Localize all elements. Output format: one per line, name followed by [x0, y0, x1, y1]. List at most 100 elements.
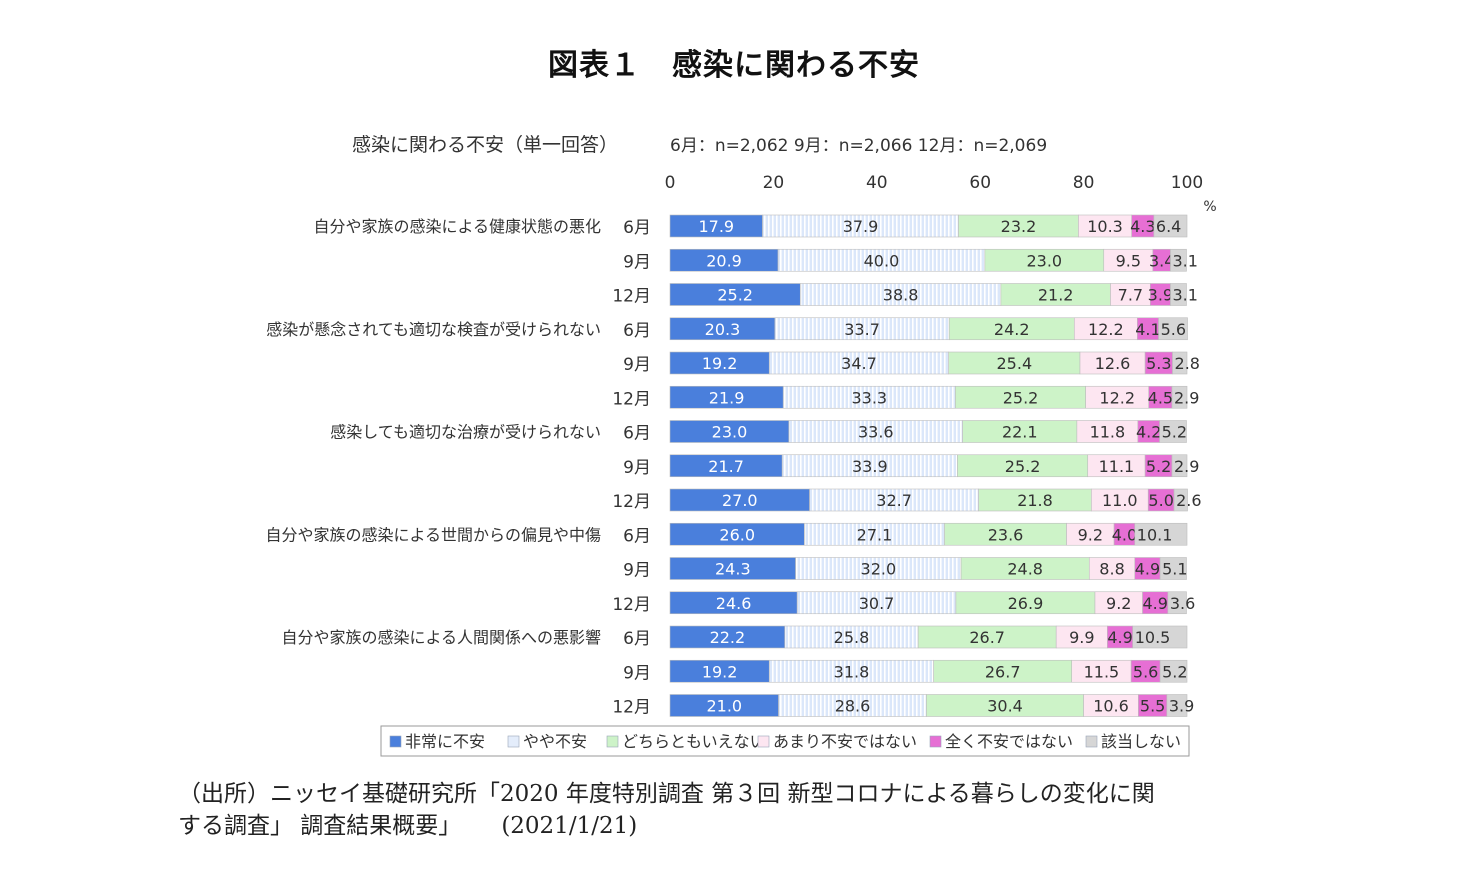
data-label: 8.8 — [1099, 560, 1124, 579]
data-label: 21.8 — [1017, 491, 1053, 510]
data-label: 23.2 — [1001, 217, 1037, 236]
bar-segment — [1171, 385, 1188, 409]
data-label: 4.9 — [1142, 594, 1167, 613]
data-label: 21.7 — [708, 457, 744, 476]
data-label: 24.2 — [994, 320, 1030, 339]
data-label: 20.9 — [706, 251, 742, 270]
data-label: 25.8 — [834, 628, 870, 647]
period-label: 12月 — [612, 287, 651, 307]
bar-segment — [1159, 557, 1187, 580]
data-label: 4.1 — [1135, 320, 1160, 339]
data-label: 10.6 — [1093, 697, 1129, 716]
bar-segment — [1173, 488, 1188, 512]
data-label: 26.9 — [1008, 594, 1044, 613]
data-label: 4.0 — [1112, 525, 1137, 544]
data-label: 11.1 — [1099, 457, 1135, 476]
data-label: 4.9 — [1135, 560, 1160, 579]
period-label: 12月 — [612, 389, 651, 409]
data-label: 25.2 — [1005, 457, 1041, 476]
data-label: 5.6 — [1133, 662, 1158, 681]
data-label: 31.8 — [834, 662, 870, 681]
data-label: 24.6 — [716, 594, 752, 613]
data-label: 5.0 — [1148, 491, 1173, 510]
data-label: 2.8 — [1175, 354, 1200, 373]
data-label: 26.0 — [719, 525, 755, 544]
x-tick-label: 0 — [665, 173, 676, 193]
source-note: （出所）ニッセイ基礎研究所「2020 年度特別調査 第３回 新型コロナによる暮ら… — [178, 778, 1358, 842]
data-label: 5.2 — [1162, 423, 1187, 442]
x-axis: 0 20 40 60 80 100% — [665, 173, 1217, 215]
data-label: 38.8 — [883, 286, 919, 305]
data-label: 27.1 — [857, 525, 893, 544]
data-label: 5.6 — [1161, 320, 1186, 339]
data-label: 4.2 — [1136, 423, 1161, 442]
x-tick-label: 100 — [1171, 173, 1203, 193]
data-label: 2.9 — [1174, 457, 1199, 476]
group-label: 自分や家族の感染による世間からの偏見や中傷 — [265, 525, 601, 544]
data-label: 9.5 — [1116, 251, 1141, 270]
data-label: 3.1 — [1172, 251, 1197, 270]
legend-swatch — [929, 735, 942, 748]
data-label: 24.3 — [715, 560, 751, 579]
data-label: 21.2 — [1038, 286, 1074, 305]
data-label: 3.9 — [1148, 286, 1173, 305]
data-label: 19.2 — [702, 354, 738, 373]
legend-swatch — [507, 735, 520, 748]
bar-segment — [1158, 317, 1188, 341]
data-label: 12.2 — [1088, 320, 1124, 339]
data-label: 5.1 — [1162, 560, 1187, 579]
data-label: 9.2 — [1106, 594, 1131, 613]
data-label: 12.2 — [1099, 388, 1135, 407]
data-label: 28.6 — [835, 697, 871, 716]
data-label: 7.7 — [1118, 286, 1143, 305]
data-label: 30.4 — [987, 697, 1023, 716]
data-label: 2.9 — [1174, 388, 1199, 407]
data-label: 5.5 — [1140, 697, 1165, 716]
period-label: 9月 — [623, 355, 651, 375]
data-label: 5.2 — [1146, 457, 1171, 476]
data-label: 10.1 — [1137, 525, 1173, 544]
data-label: 32.7 — [876, 491, 912, 510]
x-tick-label: 80 — [1073, 173, 1095, 193]
period-label: 6月 — [623, 218, 651, 238]
bar-segment — [1134, 522, 1188, 546]
legend-swatch — [389, 735, 402, 748]
data-label: 5.2 — [1162, 662, 1187, 681]
data-label: 3.4 — [1149, 251, 1174, 270]
group-label: 自分や家族の感染による人間関係への悪影響 — [281, 628, 601, 647]
data-label: 27.0 — [722, 491, 758, 510]
bar-segment — [1166, 694, 1188, 717]
data-label: 10.3 — [1087, 217, 1123, 236]
data-label: 22.2 — [710, 628, 746, 647]
legend-label: 非常に不安 — [405, 732, 485, 751]
data-label: 30.7 — [859, 594, 895, 613]
period-label: 9月 — [623, 458, 651, 478]
source-date: (2021/1/21) — [501, 813, 638, 839]
data-label: 9.2 — [1078, 525, 1103, 544]
data-label: 25.2 — [1003, 388, 1039, 407]
data-label: 25.4 — [997, 354, 1033, 373]
data-label: 23.6 — [988, 525, 1024, 544]
chart-title: 感染に関わる不安（単一回答） — [352, 134, 618, 156]
bar-segment — [1171, 454, 1188, 478]
data-label: 19.2 — [702, 662, 738, 681]
period-label: 6月 — [623, 424, 651, 444]
period-label: 9月 — [623, 252, 651, 272]
data-label: 26.7 — [969, 628, 1005, 647]
data-label: 6.4 — [1156, 217, 1181, 236]
sample-sizes: 6月：n=2,062 9月：n=2,066 12月：n=2,069 — [670, 136, 1047, 156]
data-label: 3.6 — [1170, 594, 1195, 613]
source-line-2: する調査」 調査結果概要」 (2021/1/21) — [178, 810, 1358, 842]
data-label: 10.5 — [1135, 628, 1171, 647]
data-label: 20.3 — [705, 320, 741, 339]
period-label: 9月 — [623, 561, 651, 581]
data-label: 4.9 — [1107, 628, 1132, 647]
bar-segment — [1172, 351, 1188, 375]
source-line-2-text: する調査」 調査結果概要」 — [178, 813, 462, 839]
bar-segment — [1132, 625, 1188, 649]
legend-label: どちらともいえない — [622, 732, 766, 751]
data-label: 21.0 — [706, 697, 742, 716]
data-label: 23.0 — [1026, 251, 1062, 270]
period-label: 12月 — [612, 492, 651, 512]
group-label: 自分や家族の感染による健康状態の悪化 — [313, 217, 601, 236]
